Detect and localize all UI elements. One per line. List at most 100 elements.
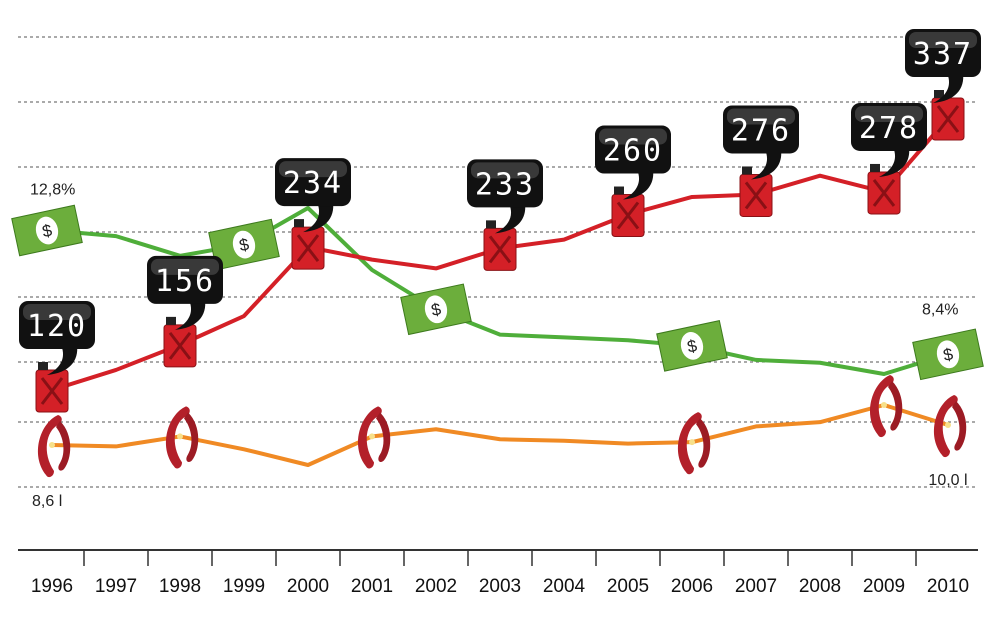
data-label: 233 (475, 167, 535, 202)
x-tick-label: 2006 (671, 576, 713, 597)
series-line (51, 206, 949, 376)
sausage (696, 418, 711, 468)
data-label: 278 (859, 111, 919, 146)
bubble-tail (495, 203, 526, 234)
series-line (51, 403, 949, 467)
can-cap (614, 186, 624, 195)
sausage (952, 401, 967, 451)
x-tick-label: 2001 (351, 576, 393, 597)
x-tick-label: 2009 (863, 576, 905, 597)
bill-seal (936, 340, 960, 369)
dollar-bill: $ (912, 328, 984, 381)
bill-sign: $ (237, 235, 251, 256)
knot (49, 442, 55, 448)
bubble-tail (175, 299, 206, 330)
x-tick-label: 2008 (799, 576, 841, 597)
sausage (165, 406, 190, 469)
bill-seal (680, 331, 704, 360)
dollar-bill: $ (208, 218, 280, 271)
can-cap (38, 362, 48, 370)
data-label: 10,0 l (928, 472, 967, 489)
bill-seal (232, 230, 256, 259)
sausage (677, 412, 702, 475)
x-tick-label: 2002 (415, 576, 457, 597)
fuel-can (35, 362, 69, 413)
speech-bubble: 276 (723, 105, 799, 180)
bubble-gloss (909, 32, 977, 48)
sausage (357, 406, 382, 469)
bill-sign: $ (941, 344, 955, 365)
can-cap (486, 220, 496, 229)
speech-bubble: 234 (275, 158, 351, 233)
bubble-tail (879, 146, 910, 177)
can-cap (294, 219, 304, 228)
bubble-tail (623, 169, 654, 200)
fuel-can (611, 186, 645, 238)
dollar-bill: $ (656, 320, 728, 372)
bubble-tail (303, 202, 334, 233)
can-x (936, 105, 960, 133)
sausage (184, 412, 199, 463)
x-tick-label: 2005 (607, 576, 649, 597)
x-tick-label: 1996 (31, 576, 73, 597)
speech-bubble: 260 (595, 125, 671, 200)
speech-bubble: 337 (905, 29, 981, 103)
dollar-bill: $ (400, 283, 472, 336)
sausage (37, 415, 62, 478)
data-label: 260 (603, 134, 663, 169)
x-tick-label: 2004 (543, 576, 586, 597)
x-tick-label: 2003 (479, 576, 521, 597)
can-x (168, 331, 192, 360)
fuel-can (483, 220, 517, 271)
x-tick-label: 1997 (95, 576, 137, 597)
sausage-icon (165, 406, 199, 469)
sausage (869, 375, 894, 438)
can-x (296, 234, 320, 263)
fuel-can (931, 90, 965, 141)
data-label: 120 (27, 309, 87, 344)
dollar-bill: $ (11, 204, 83, 257)
data-label: 12,8% (30, 182, 75, 199)
bill-sign: $ (40, 221, 54, 242)
bubble-tail (47, 345, 78, 375)
data-label: 234 (283, 166, 343, 201)
speech-bubble: 278 (851, 102, 927, 177)
speech-bubble: 233 (467, 159, 543, 234)
can-cap (166, 316, 176, 325)
bubble-gloss (727, 108, 795, 125)
sausage (376, 412, 391, 463)
sausage-icon (357, 406, 391, 469)
knot (945, 422, 951, 428)
sausage-icon (677, 412, 711, 475)
bubble-gloss (23, 304, 91, 320)
data-label: 8,6 l (32, 493, 62, 510)
can-cap (742, 166, 752, 175)
can-x (488, 235, 512, 264)
data-label: 337 (913, 37, 973, 72)
can-x (744, 181, 768, 210)
bill-seal (35, 216, 59, 245)
sausage-icon (869, 375, 903, 438)
knot (689, 439, 695, 446)
speech-bubble: 120 (19, 301, 95, 375)
bill-sign: $ (685, 336, 699, 357)
x-tick-label: 1999 (223, 576, 265, 597)
can-x (616, 201, 640, 230)
data-label: 156 (155, 264, 215, 299)
sausage (933, 395, 958, 458)
knot (177, 433, 183, 440)
fuel-can (163, 316, 197, 368)
sausage-icon (933, 395, 967, 458)
x-tick-label: 2007 (735, 576, 777, 597)
can-x (40, 377, 64, 405)
x-tick-label: 2010 (927, 576, 969, 597)
data-label: 8,4% (922, 301, 958, 318)
speech-bubble: 156 (147, 255, 223, 330)
bubble-tail (933, 73, 964, 103)
knot (881, 402, 887, 408)
fuel-can (291, 219, 325, 270)
bubble-gloss (471, 162, 539, 179)
x-tick-label: 2000 (287, 576, 329, 597)
bill-sign: $ (429, 299, 443, 320)
